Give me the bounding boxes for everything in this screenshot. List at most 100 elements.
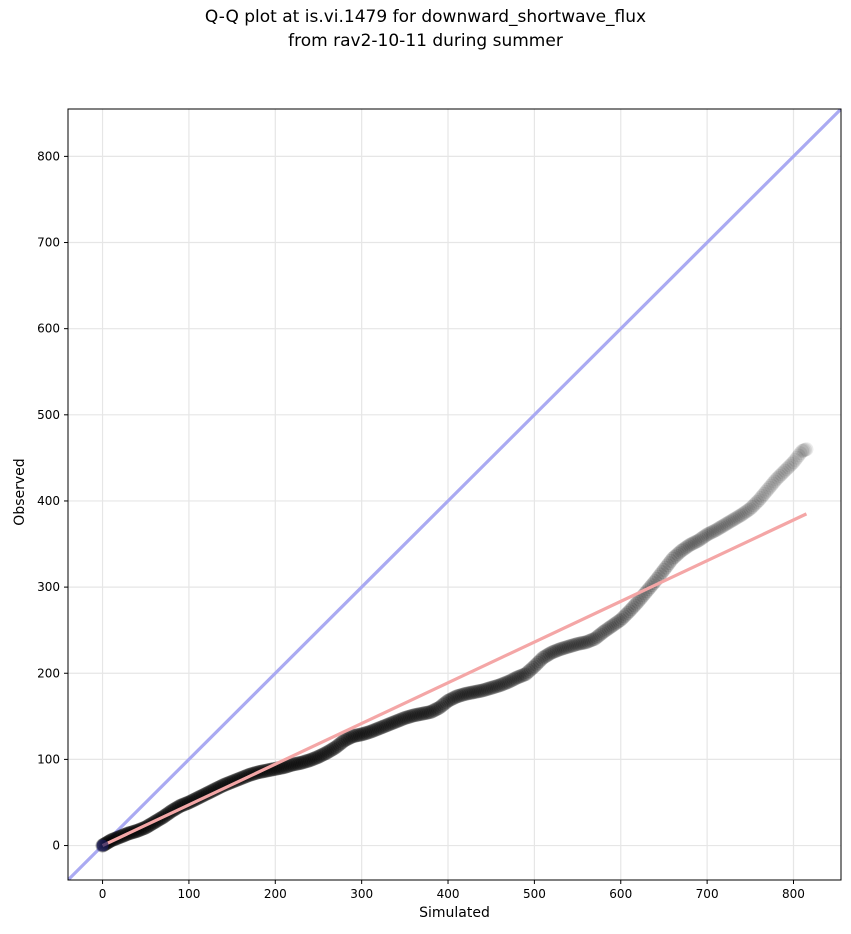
qq-point [708,523,723,538]
qq-point [323,743,338,758]
qq-point [568,637,583,652]
qq-point [377,719,392,734]
qq-point [593,627,608,642]
qq-point [679,540,694,555]
qq-point [442,692,457,707]
x-axis-label: Simulated [419,905,490,921]
origin-point [96,839,109,852]
qq-point [437,696,452,711]
qq-point [582,633,597,648]
qq-point [599,622,614,637]
qq-point [608,616,623,631]
qq-point [799,442,814,457]
qq-point [670,547,685,562]
qq-point [409,707,424,722]
qq-point [655,565,670,580]
qq-point [722,514,737,529]
qq-point [715,519,730,534]
qq-point [484,680,499,695]
qq-point [473,683,488,698]
qq-point [461,686,476,701]
qq-point [428,702,443,717]
qq-point [299,754,314,769]
qq-point [586,632,601,647]
qq-point [696,529,711,544]
qq-point [617,609,632,624]
qq-point [441,693,456,708]
qq-point [739,504,754,519]
qq-point [567,637,582,652]
qq-point [479,682,494,697]
qq-point [449,689,464,704]
qq-point [627,598,642,613]
qq-point [399,710,414,725]
qq-point [470,684,485,699]
qq-point [332,737,347,752]
qq-point [551,642,566,657]
qq-point [337,733,352,748]
qq-point [330,738,345,753]
qq-point [384,716,399,731]
y-tick-label: 800 [37,149,60,163]
chart-subtitle: from rav2-10-11 during summer [288,31,563,51]
qq-point [536,650,551,665]
qq-point [525,660,540,675]
qq-point [563,639,578,654]
qq-point [408,708,423,723]
qq-point [480,681,495,696]
qq-point [304,752,319,767]
qq-point [453,688,468,703]
qq-point [378,718,393,733]
qq-point [795,443,810,458]
qq-point [546,644,561,659]
qq-point [347,728,362,743]
x-tick-label: 0 [99,887,107,901]
qq-point [726,512,741,527]
qq-point [485,680,500,695]
qq-point [587,631,602,646]
qq-point [434,699,449,714]
qq-point [610,615,625,630]
qq-point [302,753,317,768]
qq-point [368,722,383,737]
qq-point [511,669,526,684]
qq-point [371,721,386,736]
qq-point [422,705,437,720]
qq-point [572,636,587,651]
qq-point [283,758,298,773]
y-tick-label: 300 [37,580,60,594]
qq-point [430,701,445,716]
qq-point [707,524,722,539]
qq-point [394,712,409,727]
qq-point [339,732,354,747]
qq-point [489,679,504,694]
qq-point [653,567,668,582]
qq-point [767,474,782,489]
qq-point [746,498,761,513]
qq-point [316,747,331,762]
qq-point [584,633,599,648]
qq-point [427,703,442,718]
qq-point [779,462,794,477]
chart-title: Q-Q plot at is.vi.1479 for downward_shor… [204,7,647,27]
y-tick-label: 0 [52,839,60,853]
qq-point [403,709,418,724]
y-tick-label: 400 [37,494,60,508]
qq-point [753,491,768,506]
qq-point [560,640,575,655]
qq-point [565,638,580,653]
x-tick-label: 800 [782,887,805,901]
qq-point [537,649,552,664]
qq-point [451,688,466,703]
qq-point [738,505,753,520]
qq-point [342,730,357,745]
qq-point [580,634,595,649]
qq-point [772,468,787,483]
qq-point [774,467,789,482]
qq-point [487,679,502,694]
qq-point [620,605,635,620]
plot-frame [67,108,842,881]
qq-point [663,553,678,568]
qq-point [656,562,671,577]
